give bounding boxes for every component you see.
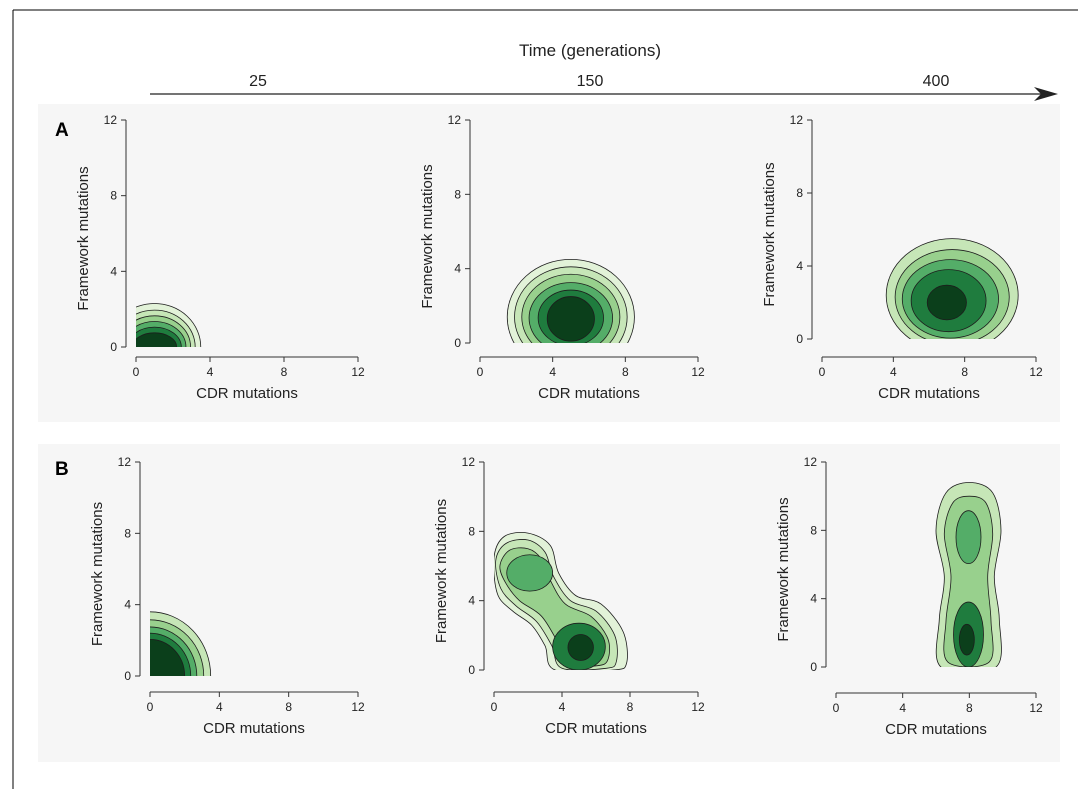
x-axis-title: CDR mutations: [885, 721, 987, 738]
x-tick-label: 12: [1029, 365, 1043, 379]
time-label-150: 150: [577, 73, 604, 90]
x-tick-label: 0: [833, 701, 840, 715]
row-b-panels: B 0 4 8 12 0 4 8 12 CDR mutations Framework mutat…: [38, 444, 1060, 762]
time-arrow-head: [1034, 87, 1058, 101]
y-axis-title: Framework mutations: [75, 166, 92, 310]
y-axis-title: Framework mutations: [89, 502, 106, 646]
x-axis-title: CDR mutations: [538, 385, 640, 402]
x-tick-label: 0: [819, 365, 826, 379]
x-tick-label: 4: [559, 700, 566, 714]
x-tick-label: 8: [285, 700, 292, 714]
row-b-label: B: [55, 459, 69, 480]
y-tick-label: 4: [110, 264, 117, 278]
contour-level-4: [506, 554, 554, 592]
x-tick-label: 0: [147, 700, 154, 714]
y-tick-label: 4: [454, 262, 461, 276]
y-tick-label: 12: [104, 113, 118, 127]
y-tick-label: 8: [810, 523, 817, 537]
x-tick-label: 12: [351, 700, 365, 714]
y-tick-label: 4: [796, 259, 803, 273]
contour-group: [494, 532, 628, 670]
y-tick-label: 8: [796, 186, 803, 200]
y-tick-label: 8: [124, 526, 131, 540]
panel-b-400: 0 4 8 12 0 4 8 12 CDR mutations Framework mutatio…: [775, 455, 1043, 738]
x-tick-label: 4: [216, 700, 223, 714]
y-tick-label: 8: [454, 187, 461, 201]
y-tick-label: 0: [796, 332, 803, 346]
y-tick-label: 12: [790, 113, 804, 127]
x-tick-label: 0: [133, 365, 140, 379]
x-tick-label: 8: [627, 700, 634, 714]
x-tick-label: 8: [961, 365, 968, 379]
row-a-label: A: [55, 120, 69, 141]
x-axis-title: CDR mutations: [878, 385, 980, 402]
contour-group: [935, 482, 1002, 667]
y-tick-label: 0: [468, 663, 475, 677]
y-tick-label: 4: [468, 594, 475, 608]
x-tick-label: 8: [966, 701, 973, 715]
contour-level-6: [567, 634, 594, 661]
x-tick-label: 8: [622, 365, 629, 379]
time-label-400: 400: [923, 73, 950, 90]
x-axis-title: CDR mutations: [203, 720, 305, 737]
panel-b-25: 0 4 8 12 0 4 8 12 CDR mutations Framework mutatio…: [89, 455, 365, 737]
panel-b-150: 0 4 8 12 0 4 8 12 CDR mutations Framework mutatio…: [433, 455, 705, 737]
contour-group: [136, 303, 202, 347]
contour-level-5: [958, 623, 975, 656]
y-tick-label: 8: [468, 524, 475, 538]
y-axis-title: Framework mutations: [419, 164, 436, 308]
y-tick-label: 0: [124, 669, 131, 683]
panel-a-25: 0 4 8 12 0 4 8 12 CDR mutations Framework mutatio…: [75, 113, 365, 402]
y-tick-label: 8: [110, 189, 117, 203]
contour-level-6: [136, 332, 178, 347]
contour-level-5: [150, 639, 186, 676]
x-tick-label: 4: [890, 365, 897, 379]
x-tick-label: 4: [899, 701, 906, 715]
x-axis-title: CDR mutations: [545, 720, 647, 737]
contour-level-6: [546, 296, 595, 342]
y-tick-label: 12: [804, 455, 818, 469]
time-axis-title: Time (generations): [519, 41, 661, 60]
y-axis-title: Framework mutations: [775, 497, 792, 641]
y-tick-label: 4: [124, 598, 131, 612]
x-axis-title: CDR mutations: [196, 385, 298, 402]
x-tick-label: 4: [207, 365, 214, 379]
y-tick-label: 0: [810, 660, 817, 674]
contour-group: [506, 258, 635, 343]
y-tick-label: 4: [810, 592, 817, 606]
x-tick-label: 12: [691, 365, 705, 379]
y-tick-label: 12: [118, 455, 132, 469]
row-a-panels: A 0 4 8 12 0 4 8 12 CDR mutations Framework mutat…: [38, 104, 1060, 422]
y-axis-title: Framework mutations: [761, 162, 778, 306]
x-tick-label: 8: [281, 365, 288, 379]
contour-level-3: [955, 510, 982, 565]
contour-level-5: [926, 284, 967, 321]
panel-a-150: 0 4 8 12 0 4 8 12 CDR mutations Framework mutatio…: [419, 113, 705, 402]
panel-a-400: 0 4 8 12 0 4 8 12 CDR mutations Framework mutatio…: [761, 113, 1043, 402]
x-tick-label: 12: [351, 365, 365, 379]
y-tick-label: 12: [448, 113, 462, 127]
y-tick-label: 0: [110, 340, 117, 354]
y-tick-label: 12: [462, 455, 476, 469]
x-tick-label: 12: [691, 700, 705, 714]
contour-group: [885, 238, 1019, 339]
y-tick-label: 0: [454, 336, 461, 350]
y-axis-title: Framework mutations: [433, 499, 450, 643]
contour-group: [150, 611, 212, 676]
x-tick-label: 0: [491, 700, 498, 714]
x-tick-label: 0: [477, 365, 484, 379]
time-label-25: 25: [249, 73, 267, 90]
x-tick-label: 12: [1029, 701, 1043, 715]
x-tick-label: 4: [549, 365, 556, 379]
